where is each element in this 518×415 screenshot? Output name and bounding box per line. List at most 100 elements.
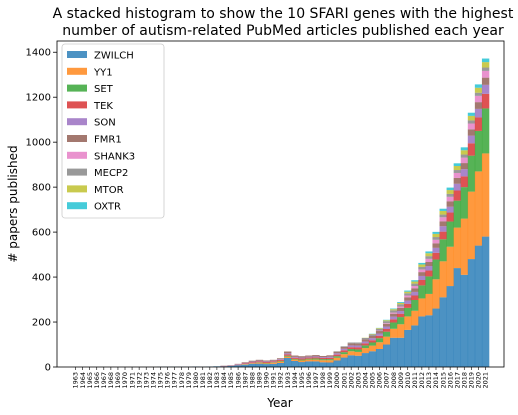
bar-segment-mtor-2012: [418, 264, 426, 267]
x-tick-label-1973: 1973: [142, 372, 150, 389]
bar-segment-zwilch-1997: [312, 361, 320, 367]
bar-segment-oxtr-2009: [397, 302, 405, 303]
bar-segment-yy1-2005: [368, 345, 377, 352]
x-tick-label-1975: 1975: [157, 372, 165, 389]
bar-segment-zwilch-2010: [404, 329, 412, 367]
bar-segment-yy1-1999: [326, 360, 334, 363]
bar-segment-zwilch-1985: [227, 365, 235, 367]
bar-segment-tek-2006: [375, 335, 384, 339]
bar-segment-zwilch-2020: [474, 245, 483, 367]
bar-segment-fmr1-2017: [453, 177, 462, 184]
bar-segment-fmr1-2015: [439, 221, 447, 227]
x-tick-label-1968: 1968: [107, 372, 115, 389]
bar-segment-set-1995: [298, 359, 306, 361]
bars-layer: [156, 58, 490, 367]
bar-segment-oxtr-2017: [453, 163, 462, 167]
bar-segment-fmr1-2011: [411, 288, 419, 292]
x-tick-label-2000: 2000: [333, 372, 341, 389]
bar-segment-fmr1-2007: [382, 323, 391, 327]
x-tick-label-1981: 1981: [199, 372, 207, 389]
legend-label-yy1: YY1: [93, 67, 113, 78]
bar-segment-tek-2012: [418, 279, 426, 286]
bar-segment-set-2021: [481, 108, 490, 154]
bar-segment-tek-2003: [354, 347, 363, 350]
bar-segment-oxtr-2012: [418, 262, 426, 265]
bar-segment-son-2005: [368, 338, 377, 341]
bar-segment-yy1-1991: [269, 362, 278, 364]
bar-segment-mecp2-2005: [368, 334, 377, 336]
bar-segment-fmr1-2009: [397, 307, 405, 312]
plot-frame: [56, 40, 505, 368]
x-tick-label-2017: 2017: [453, 372, 461, 389]
bar-segment-yy1-2010: [404, 316, 412, 330]
bar-segment-set-2006: [375, 338, 384, 343]
bar-segment-son-1993: [284, 353, 292, 355]
bar-segment-son-1998: [319, 357, 327, 359]
x-tick-label-1996: 1996: [305, 372, 313, 389]
legend-swatch-fmr1: [67, 135, 87, 142]
x-tick-label-1966: 1966: [93, 372, 101, 389]
bar-segment-zwilch-1993: [284, 358, 292, 367]
x-tick-label-1963: 1963: [72, 372, 80, 389]
bar-segment-zwilch-2008: [390, 337, 398, 367]
bar-segment-fmr1-1996: [305, 355, 313, 357]
bar-segment-oxtr-2013: [425, 251, 433, 254]
bar-segment-tek-2008: [390, 319, 398, 323]
x-tick-label-1998: 1998: [319, 372, 327, 389]
bar-segment-fmr1-1992: [276, 358, 285, 360]
x-tick-label-2015: 2015: [439, 372, 447, 389]
bar-segment-son-2007: [382, 326, 391, 329]
bar-segment-shank3-2021: [481, 70, 490, 78]
legend-label-tek: TEK: [93, 101, 113, 112]
x-tick-label-2004: 2004: [362, 372, 370, 389]
bar-segment-set-1994: [291, 358, 299, 360]
legend-swatch-shank3: [67, 151, 87, 159]
bar-segment-son-2001: [340, 348, 348, 351]
bar-segment-tek-2007: [382, 329, 391, 332]
x-tick-label-2006: 2006: [376, 372, 384, 389]
x-tick-label-2019: 2019: [468, 372, 476, 389]
bar-segment-mecp2-2011: [411, 283, 419, 287]
bar-segment-son-2020: [474, 108, 483, 118]
bar-segment-oxtr-2015: [439, 208, 447, 211]
bar-segment-zwilch-1999: [326, 362, 334, 367]
x-tick-label-1990: 1990: [263, 372, 271, 389]
bar-segment-fmr1-2006: [375, 331, 384, 334]
bar-segment-yy1-2016: [446, 246, 454, 287]
bar-segment-mecp2-2016: [446, 193, 454, 197]
bar-segment-mecp2-2001: [340, 346, 348, 347]
bar-segment-set-2016: [446, 221, 454, 247]
bar-segment-tek-1993: [284, 354, 292, 356]
bar-segment-fmr1-1995: [298, 356, 306, 358]
x-tick-label-2009: 2009: [397, 372, 405, 389]
bar-segment-zwilch-1989: [255, 363, 264, 367]
bar-segment-mtor-2019: [467, 115, 476, 121]
bar-segment-mecp2-2019: [467, 120, 476, 124]
bar-segment-tek-2009: [397, 313, 405, 318]
bar-segment-tek-1997: [312, 357, 320, 359]
bar-segment-oxtr-2011: [411, 280, 419, 282]
bar-segment-yy1-2003: [354, 351, 363, 356]
bar-segment-set-2003: [354, 349, 363, 352]
bar-segment-zwilch-2004: [361, 353, 370, 367]
bar-segment-fmr1-1993: [284, 351, 292, 354]
bar-segment-zwilch-2000: [333, 360, 341, 367]
bar-segment-shank3-2010: [404, 295, 412, 298]
legend-swatch-mtor: [67, 185, 87, 193]
bar-segment-zwilch-1990: [262, 364, 271, 367]
bar-segment-fmr1-2014: [432, 243, 440, 248]
bar-segment-son-2009: [397, 311, 405, 314]
bar-segment-oxtr-2008: [390, 308, 398, 310]
bar-segment-tek-1992: [276, 359, 285, 361]
chart-title-line-1: A stacked histogram to show the 10 SFARI…: [53, 6, 514, 22]
bar-segment-zwilch-1995: [298, 362, 306, 367]
bar-segment-fmr1-1989: [255, 359, 264, 361]
x-tick-label-1972: 1972: [135, 372, 143, 389]
bar-segment-tek-1999: [326, 357, 334, 360]
bar-segment-son-2010: [404, 300, 412, 304]
bar-segment-fmr1-2020: [474, 102, 483, 109]
legend-label-mecp2: MECP2: [94, 168, 128, 179]
legend-swatch-set: [67, 84, 87, 92]
bar-segment-son-1990: [262, 361, 271, 363]
bar-segment-tek-2005: [368, 340, 377, 343]
